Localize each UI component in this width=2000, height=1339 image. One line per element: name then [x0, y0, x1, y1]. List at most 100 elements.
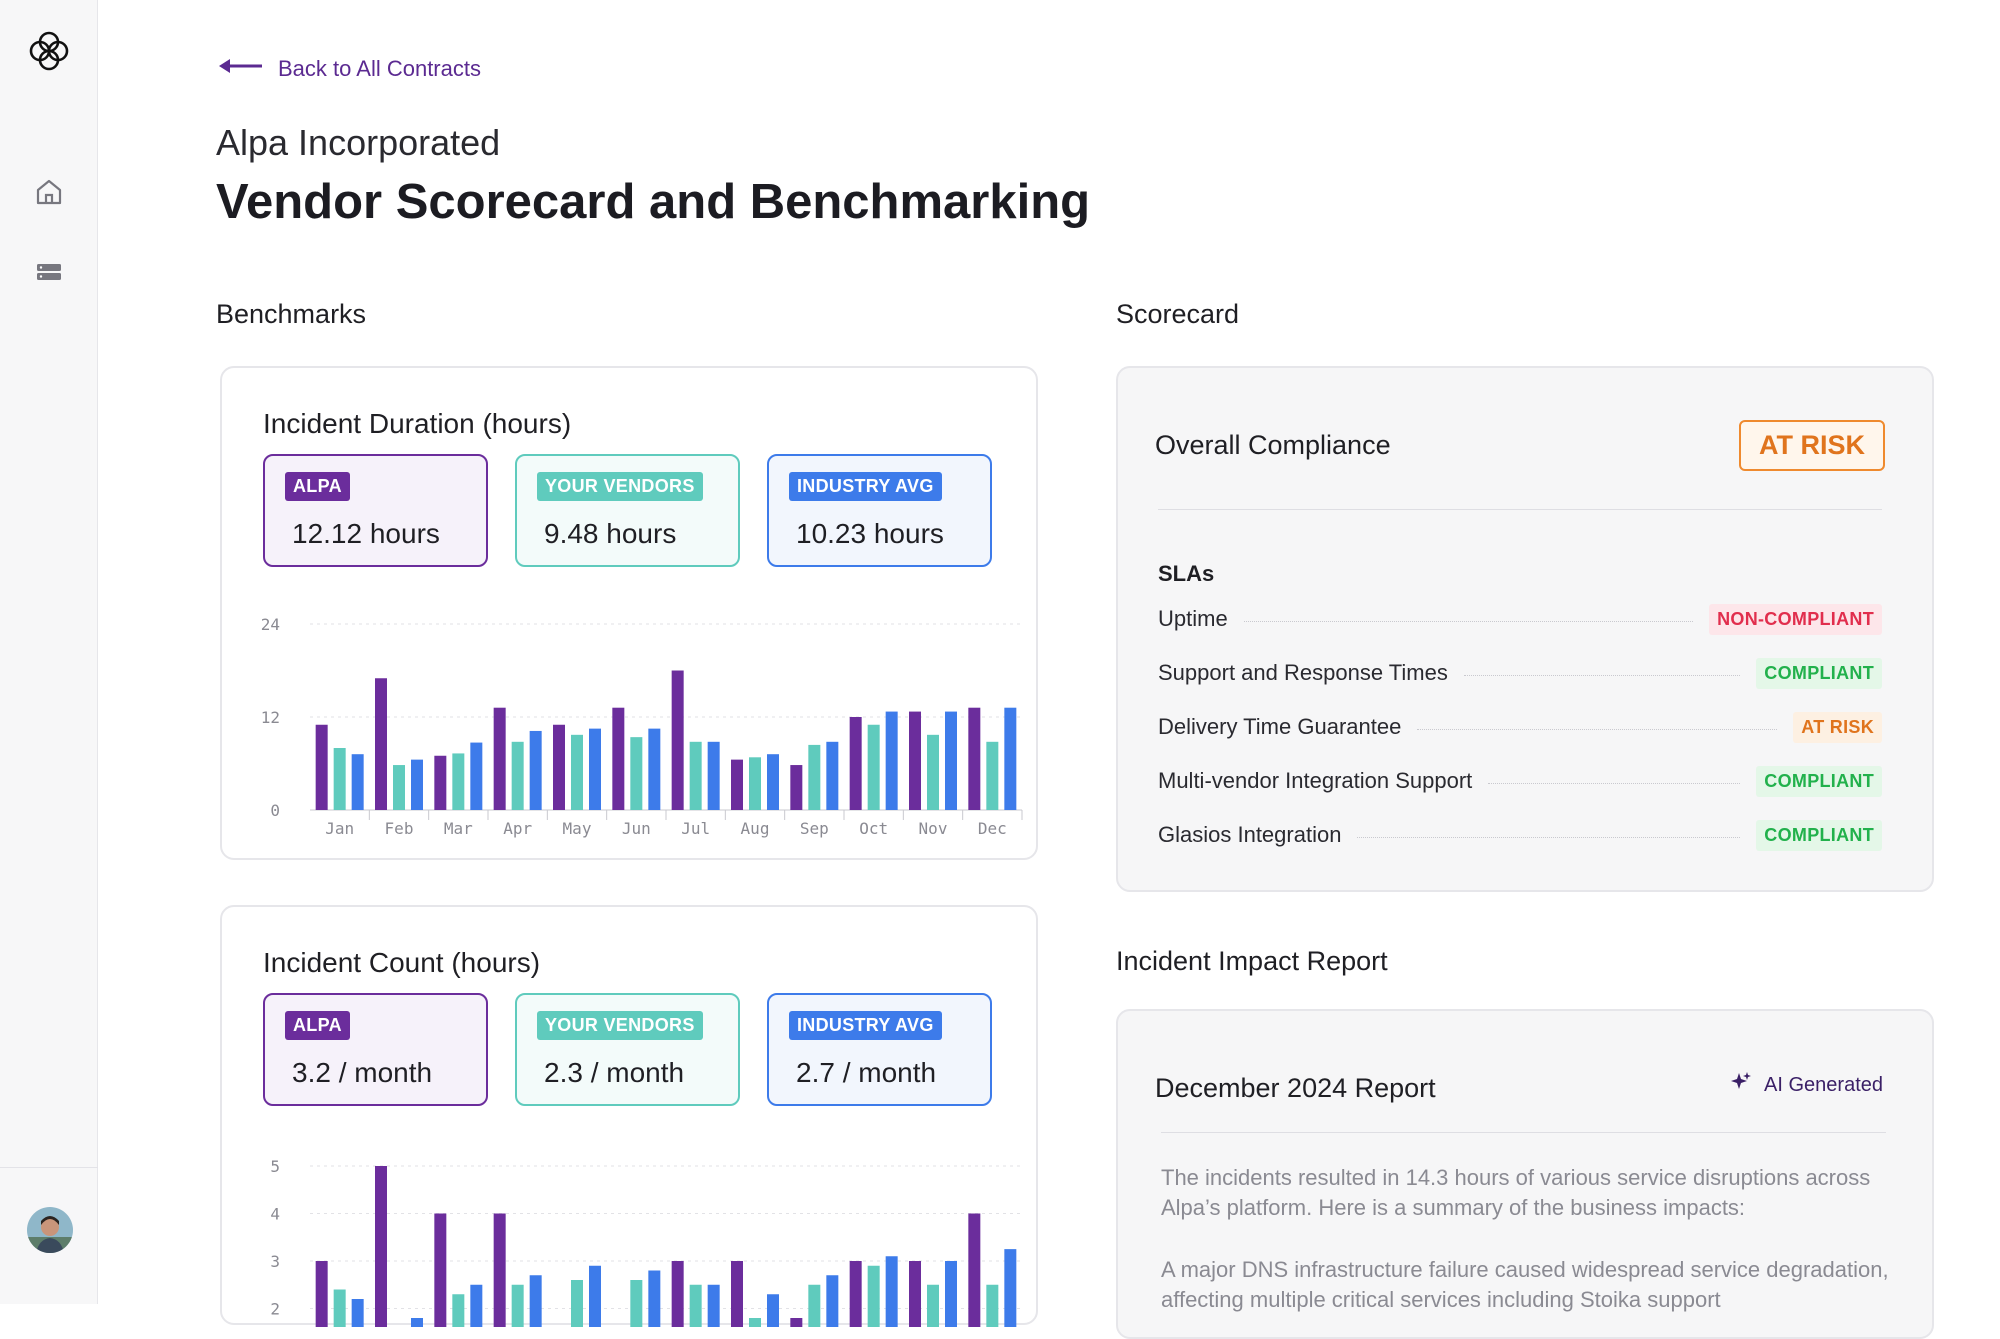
overall-status-badge: AT RISK — [1739, 420, 1885, 471]
bar-industry-avg — [885, 711, 898, 810]
x-tick-label: Aug — [741, 819, 770, 838]
bar-your-vendors — [571, 734, 583, 810]
bar-industry-avg — [707, 741, 720, 810]
bar-alpa — [731, 1261, 743, 1327]
y-tick-label: 12 — [261, 708, 280, 727]
bar-alpa — [315, 1261, 328, 1327]
bar-your-vendors — [749, 757, 761, 810]
bar-industry-avg — [945, 1261, 957, 1327]
stat-your-vendors: YOUR VENDORS 2.3 / month — [515, 993, 740, 1106]
status-badge: COMPLIANT — [1756, 765, 1882, 797]
report-title: December 2024 Report — [1155, 1073, 1436, 1103]
bar-industry-avg — [470, 1284, 483, 1327]
bar-alpa — [968, 1213, 981, 1327]
stat-tag: YOUR VENDORS — [537, 472, 703, 501]
bar-industry-avg — [826, 1275, 839, 1327]
y-tick-label: 0 — [270, 801, 280, 820]
x-tick-label: Jun — [622, 819, 651, 838]
ai-generated-text: AI Generated — [1764, 1073, 1883, 1096]
contracts-icon[interactable] — [33, 256, 65, 288]
status-badge: COMPLIANT — [1756, 657, 1882, 689]
logo-icon[interactable] — [26, 28, 72, 74]
x-tick-label: Oct — [859, 819, 888, 838]
x-tick-label: Jan — [325, 819, 354, 838]
sla-row: Glasios Integration COMPLIANT — [1158, 819, 1882, 851]
home-icon[interactable] — [33, 176, 65, 208]
impact-report-heading: Incident Impact Report — [1116, 946, 1388, 976]
bar-industry-avg — [707, 1284, 720, 1327]
company-name: Alpa Incorporated — [216, 122, 501, 163]
dotted-leader — [1488, 782, 1741, 784]
bar-industry-avg — [529, 730, 542, 810]
sla-name: Support and Response Times — [1158, 660, 1448, 685]
incident-count-chart: 2 3 4 5 — [270, 1157, 1022, 1327]
bar-industry-avg — [1004, 1249, 1017, 1327]
bar-your-vendors — [986, 1284, 999, 1327]
sla-row: Multi-vendor Integration Support COMPLIA… — [1158, 765, 1882, 797]
bar-alpa — [671, 670, 684, 810]
x-tick-label: Apr — [503, 819, 532, 838]
slas-heading: SLAs — [1158, 561, 1215, 586]
benchmarks-heading: Benchmarks — [216, 299, 367, 329]
x-tick-label: May — [563, 819, 592, 838]
bar-your-vendors — [393, 765, 405, 810]
incident-duration-card: Incident Duration (hours) ALPA 12.12 hou… — [220, 366, 1038, 860]
bar-industry-avg — [589, 728, 601, 810]
bar-alpa — [849, 717, 862, 810]
ai-generated-label: AI Generated — [1730, 1071, 1883, 1099]
sla-name: Delivery Time Guarantee — [1158, 714, 1402, 739]
x-tick-label: Sep — [800, 819, 829, 838]
divider — [1158, 509, 1882, 510]
bar-your-vendors — [689, 741, 702, 810]
stat-tag: ALPA — [285, 472, 350, 501]
scorecard-heading: Scorecard — [1116, 299, 1240, 329]
bar-alpa — [493, 707, 506, 810]
bar-alpa — [790, 765, 803, 810]
bar-your-vendors — [927, 1284, 939, 1327]
bar-your-vendors — [808, 1284, 821, 1327]
sla-name: Multi-vendor Integration Support — [1158, 768, 1473, 793]
stat-value: 10.23 hours — [796, 518, 944, 549]
bar-alpa — [909, 1261, 921, 1327]
sparkle-icon — [1730, 1071, 1752, 1099]
bar-alpa — [553, 724, 565, 810]
bar-alpa — [790, 1318, 803, 1327]
bar-industry-avg — [1004, 707, 1017, 810]
bar-industry-avg — [648, 728, 661, 810]
back-link[interactable]: Back to All Contracts — [216, 56, 481, 82]
x-tick-label: Nov — [919, 819, 948, 838]
stat-value: 3.2 / month — [292, 1057, 433, 1088]
incident-duration-chart: 0 12 24 Jan Feb Mar Apr May Jun Jul Aug Sep Oct Nov De… — [261, 615, 1023, 838]
bar-alpa — [375, 1166, 387, 1327]
dotted-leader — [1243, 620, 1694, 622]
bar-your-vendors — [511, 1284, 524, 1327]
stat-value: 12.12 hours — [292, 518, 440, 549]
status-badge: COMPLIANT — [1756, 819, 1882, 851]
x-tick-label: Mar — [444, 819, 473, 838]
back-arrow-icon — [216, 56, 264, 82]
stat-tag: YOUR VENDORS — [537, 1011, 703, 1040]
stat-alpa: ALPA 3.2 / month — [263, 993, 488, 1106]
stat-your-vendors: YOUR VENDORS 9.48 hours — [515, 454, 740, 567]
bar-industry-avg — [589, 1265, 601, 1327]
bar-your-vendors — [511, 741, 524, 810]
bar-your-vendors — [986, 741, 999, 810]
bar-industry-avg — [351, 754, 364, 810]
bar-your-vendors — [333, 1289, 346, 1327]
sidebar-divider — [0, 1167, 98, 1168]
y-tick-label: 2 — [270, 1300, 280, 1319]
bar-alpa — [434, 1213, 447, 1327]
x-tick-label: Jul — [681, 819, 710, 838]
stat-value: 2.3 / month — [544, 1057, 685, 1088]
sla-row: Delivery Time Guarantee AT RISK — [1158, 711, 1882, 743]
avatar[interactable] — [27, 1207, 73, 1253]
bar-your-vendors — [867, 1265, 880, 1327]
dotted-leader — [1417, 728, 1778, 730]
bar-your-vendors — [749, 1318, 761, 1327]
page-title: Vendor Scorecard and Benchmarking — [216, 175, 1091, 229]
y-tick-label: 3 — [270, 1252, 280, 1271]
sla-row: Support and Response Times COMPLIANT — [1158, 657, 1882, 689]
overall-compliance-label: Overall Compliance — [1155, 430, 1391, 460]
bar-alpa — [968, 707, 981, 810]
y-tick-label: 4 — [270, 1205, 280, 1224]
